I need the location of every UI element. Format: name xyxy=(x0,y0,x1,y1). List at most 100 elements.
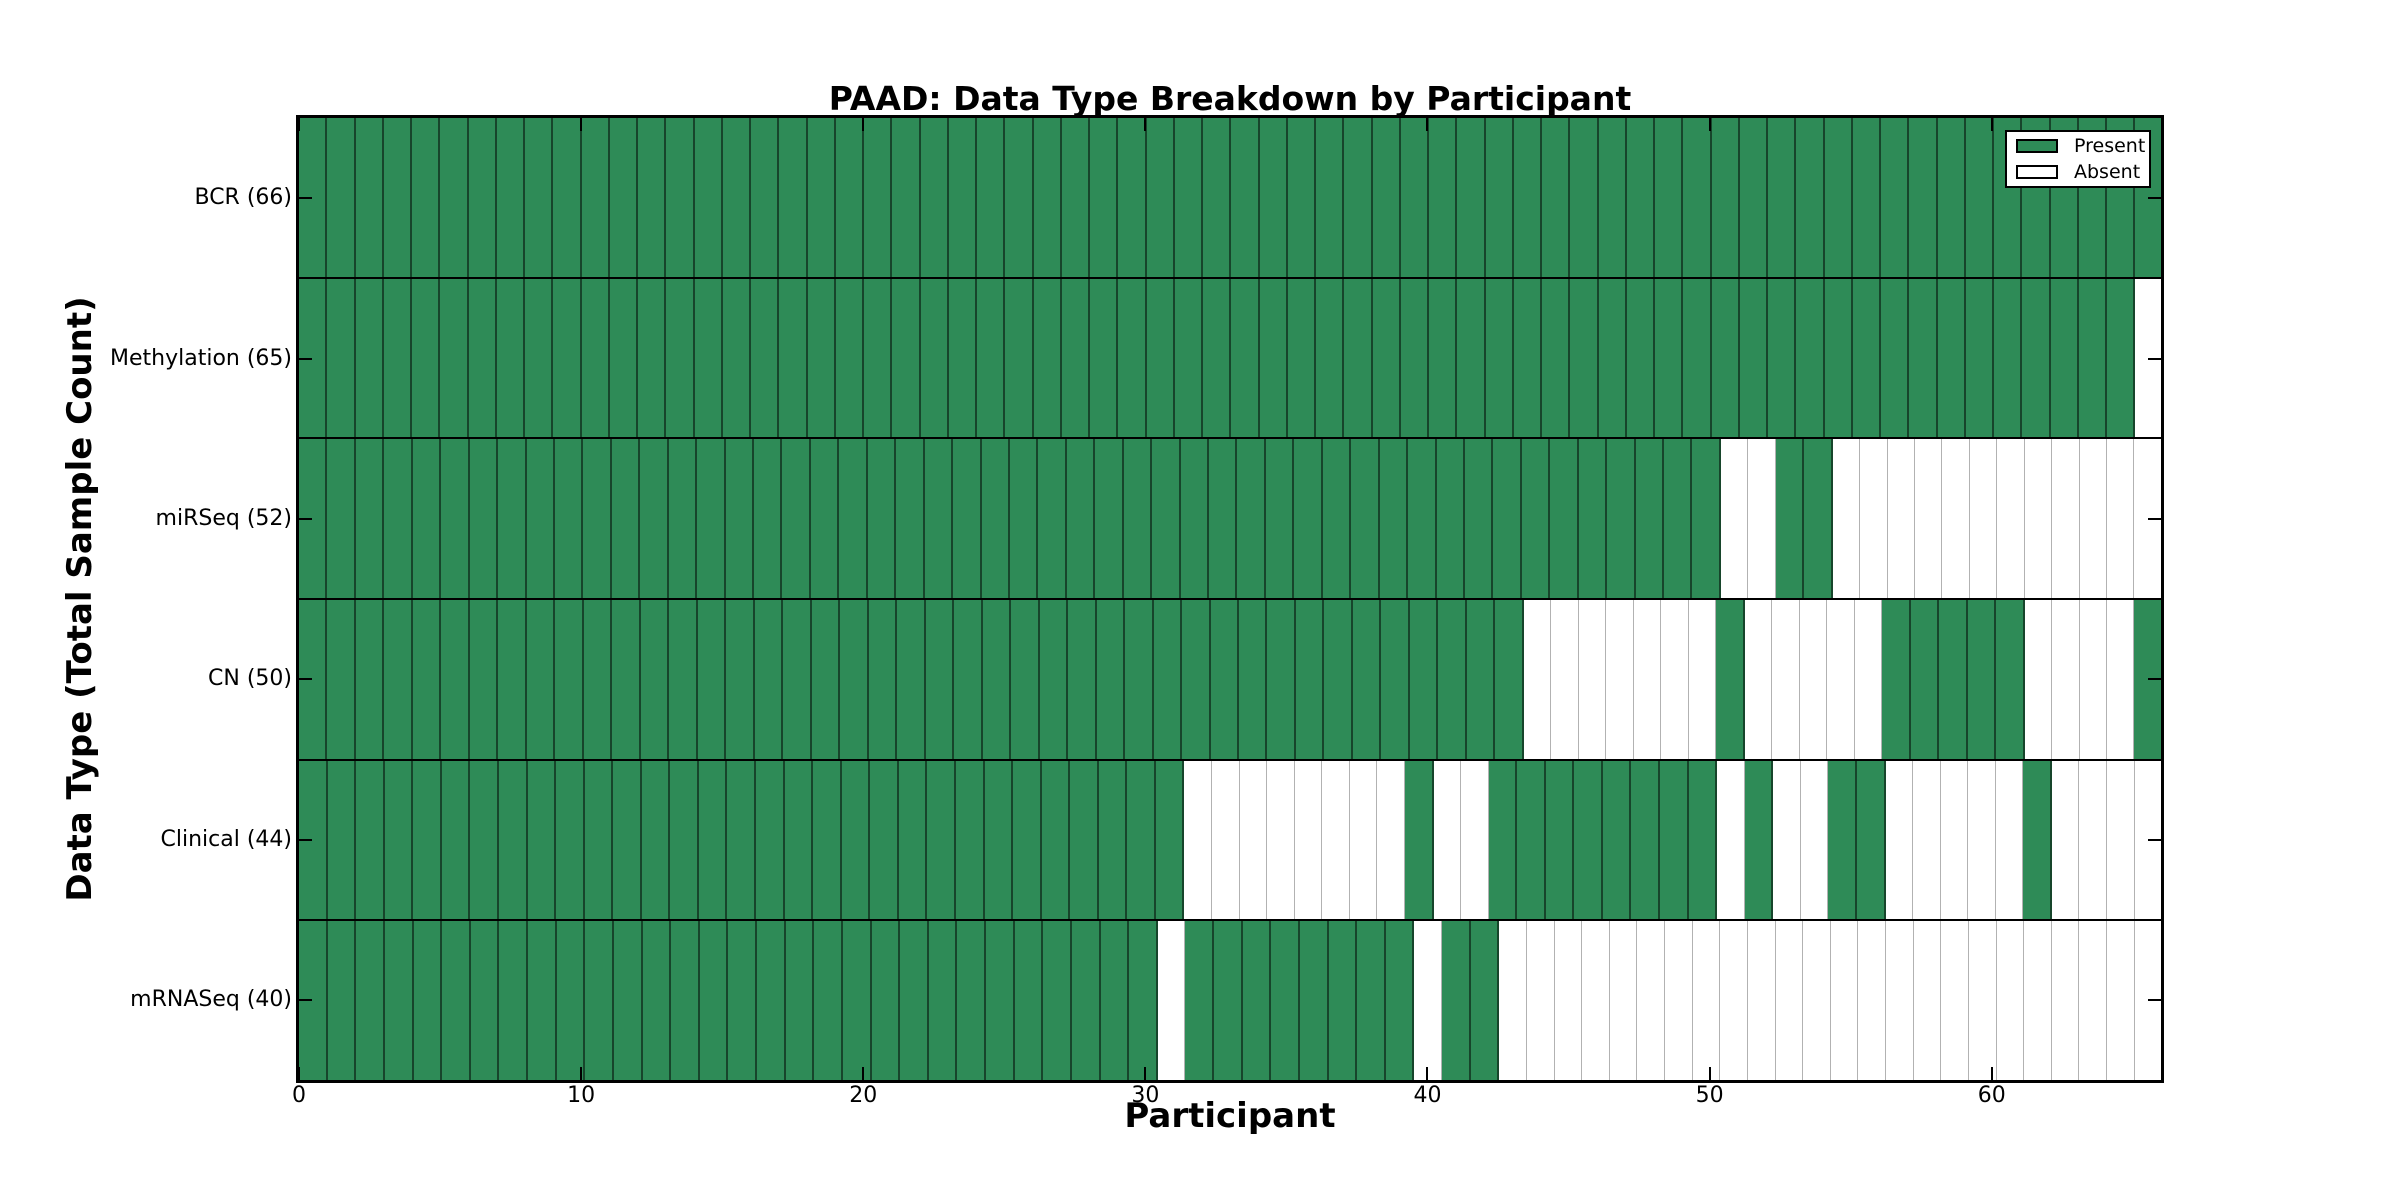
heatmap-cell xyxy=(1748,439,1776,599)
heatmap-cell xyxy=(1433,760,1462,920)
heatmap-cell xyxy=(299,921,328,1081)
heatmap-cell xyxy=(1939,600,1968,759)
heatmap-cell xyxy=(440,118,469,277)
heatmap-cell xyxy=(1379,439,1409,599)
heatmap-cell xyxy=(384,921,414,1081)
heatmap-cell xyxy=(669,600,698,759)
heatmap-cell xyxy=(1803,921,1831,1081)
y-tick-mark-left xyxy=(299,197,312,200)
heatmap-cell xyxy=(1804,439,1833,599)
y-axis-row-label: mRNASeq (40) xyxy=(130,986,292,1012)
heatmap-cell xyxy=(1578,600,1607,759)
heatmap-cell xyxy=(525,118,554,277)
heatmap-cell xyxy=(1299,921,1329,1081)
heatmap-cell xyxy=(638,278,667,438)
heatmap-cell xyxy=(694,118,723,277)
heatmap-cell xyxy=(1602,760,1632,920)
heatmap-cell xyxy=(2079,439,2107,599)
y-tick-mark-right xyxy=(2148,517,2161,520)
heatmap-cell xyxy=(1259,278,1288,438)
heatmap-cell xyxy=(839,439,868,599)
x-tick-mark xyxy=(1144,1067,1147,1080)
heatmap-cell xyxy=(642,921,672,1081)
plot-area xyxy=(299,118,2162,1081)
heatmap-cell xyxy=(1125,600,1154,759)
heatmap-cell xyxy=(1457,278,1486,438)
heatmap-cell xyxy=(756,760,785,920)
heatmap-cell xyxy=(2107,439,2135,599)
legend: Present Absent xyxy=(2005,130,2151,188)
heatmap-cell xyxy=(1655,278,1684,438)
heatmap-cell xyxy=(1152,439,1181,599)
heatmap-cell xyxy=(1582,921,1610,1081)
heatmap-cell xyxy=(920,278,949,438)
heatmap-cell xyxy=(384,760,414,920)
heatmap-cell xyxy=(1683,118,1712,277)
heatmap-cell xyxy=(840,600,869,759)
heatmap-cell xyxy=(499,921,528,1081)
heatmap-cell xyxy=(1913,760,1941,920)
heatmap-cell xyxy=(1068,600,1097,759)
x-tick-mark xyxy=(1708,1067,1711,1080)
heatmap-cell xyxy=(1209,439,1238,599)
heatmap-cell xyxy=(784,760,814,920)
heatmap-cell xyxy=(1768,118,1797,277)
heatmap-cell xyxy=(1146,278,1175,438)
heatmap-cell xyxy=(496,118,525,277)
x-tick-mark-top xyxy=(1990,118,1993,131)
heatmap-cell xyxy=(1692,921,1721,1081)
heatmap-cell xyxy=(1118,278,1147,438)
heatmap-cell xyxy=(1909,118,1938,277)
heatmap-cell xyxy=(640,600,670,759)
heatmap-cell xyxy=(584,760,614,920)
heatmap-cell xyxy=(864,278,893,438)
heatmap-cell xyxy=(1267,600,1296,759)
heatmap-cell xyxy=(757,921,786,1081)
heatmap-cell xyxy=(1882,600,1911,759)
heatmap-cell xyxy=(1860,439,1888,599)
heatmap-cell xyxy=(697,600,727,759)
heatmap-cell xyxy=(1852,118,1881,277)
heatmap-cell xyxy=(1858,921,1886,1081)
heatmap-cell xyxy=(977,118,1006,277)
heatmap-cell xyxy=(327,760,357,920)
heatmap-cell xyxy=(356,760,385,920)
heatmap-cell xyxy=(1739,118,1768,277)
heatmap-cell xyxy=(666,118,695,277)
heatmap-cell xyxy=(1942,439,1970,599)
heatmap-cell xyxy=(1174,278,1203,438)
heatmap-cell xyxy=(1470,921,1500,1081)
heatmap-cell xyxy=(1554,921,1583,1081)
heatmap-cell xyxy=(1404,760,1434,920)
heatmap-cell xyxy=(2052,439,2080,599)
x-tick-mark xyxy=(1990,1067,1993,1080)
heatmap-cell xyxy=(1967,600,1997,759)
heatmap-cell xyxy=(671,921,700,1081)
heatmap-cell xyxy=(1635,439,1664,599)
heatmap-cell xyxy=(1214,921,1243,1081)
heatmap-cell xyxy=(699,921,729,1081)
heatmap-cell xyxy=(327,439,356,599)
heatmap-cell xyxy=(1408,439,1437,599)
heatmap-cell xyxy=(1578,439,1608,599)
y-axis-label: Data Type (Total Sample Count) xyxy=(60,296,100,902)
heatmap-cell xyxy=(898,760,928,920)
heatmap-cell xyxy=(1937,278,1966,438)
heatmap-cell xyxy=(954,600,983,759)
heatmap-cell xyxy=(496,278,525,438)
x-tick-mark-top xyxy=(1426,118,1429,131)
heatmap-cell xyxy=(1316,278,1345,438)
heatmap-cell xyxy=(892,118,921,277)
heatmap-cell xyxy=(948,278,977,438)
x-tick-mark xyxy=(1426,1067,1429,1080)
heatmap-cell xyxy=(1090,278,1119,438)
heatmap-cell xyxy=(1123,439,1153,599)
heatmap-cell xyxy=(498,600,527,759)
heatmap-cell xyxy=(1513,278,1542,438)
heatmap-cell xyxy=(581,118,610,277)
heatmap-cell xyxy=(612,600,641,759)
heatmap-cell xyxy=(1322,439,1352,599)
heatmap-cell xyxy=(1773,760,1801,920)
heatmap-cell xyxy=(412,439,442,599)
heatmap-cell xyxy=(1185,921,1214,1081)
